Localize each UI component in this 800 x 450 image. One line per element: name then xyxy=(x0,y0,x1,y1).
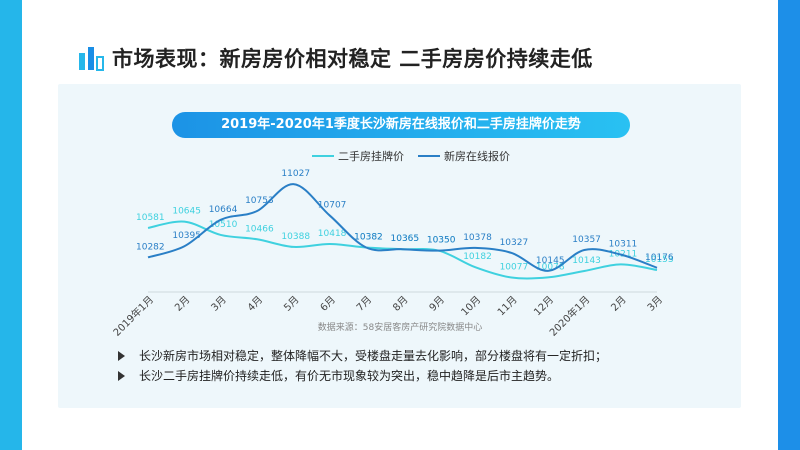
bar-chart-icon xyxy=(79,47,104,71)
data-label: 10176 xyxy=(645,253,674,263)
x-tick-label: 5月 xyxy=(281,294,301,314)
bullet-text: 长沙新房市场相对稳定，整体降幅不大，受楼盘走量去化影响，部分楼盘将有一定折扣； xyxy=(139,349,608,363)
data-label: 10707 xyxy=(318,201,347,211)
data-label: 10418 xyxy=(318,229,347,239)
data-label: 10510 xyxy=(209,220,238,230)
x-tick-label: 11月 xyxy=(495,294,520,319)
series-line-1 xyxy=(147,183,658,272)
legend-swatch-second-hand xyxy=(312,155,334,157)
data-label: 10145 xyxy=(536,256,565,266)
x-tick-label: 12月 xyxy=(531,294,556,319)
legend-label-new-home: 新房在线报价 xyxy=(444,150,510,163)
summary-bullets: 长沙新房市场相对稳定，整体降幅不大，受楼盘走量去化影响，部分楼盘将有一定折扣； … xyxy=(118,346,607,386)
x-tick-label: 2月 xyxy=(172,294,192,314)
data-label: 10645 xyxy=(172,207,201,217)
right-accent-bar xyxy=(778,0,800,450)
bullet-arrow-icon xyxy=(118,351,125,361)
x-tick-label: 4月 xyxy=(245,294,265,314)
x-tick-label: 9月 xyxy=(427,294,447,314)
data-label: 10466 xyxy=(245,224,274,234)
data-label: 10378 xyxy=(463,233,492,243)
x-tick-label: 7月 xyxy=(354,294,374,314)
data-label: 10078 xyxy=(536,262,565,272)
data-label: 10388 xyxy=(281,232,310,242)
data-label: 11027 xyxy=(281,169,310,179)
legend-label-second-hand: 二手房挂牌价 xyxy=(338,150,404,163)
data-label: 10365 xyxy=(391,234,420,244)
chart-panel xyxy=(58,84,741,408)
data-label: 10581 xyxy=(136,213,165,223)
page-header: 市场表现：新房房价相对稳定 二手房房价持续走低 xyxy=(78,38,593,78)
x-tick-label: 3月 xyxy=(645,294,665,314)
bullet-arrow-icon xyxy=(118,371,125,381)
data-label: 10327 xyxy=(500,238,529,248)
left-accent-bar xyxy=(0,0,22,450)
x-tick-label: 10月 xyxy=(459,294,484,319)
data-label: 10143 xyxy=(572,256,601,266)
data-label: 10382 xyxy=(354,233,383,243)
data-label: 10282 xyxy=(136,242,165,252)
bullet-item: 长沙二手房挂牌价持续走低，有价无市现象较为突出，稳中趋降是后市主趋势。 xyxy=(118,366,607,386)
data-label: 10365 xyxy=(391,234,420,244)
legend-item-second-hand: 二手房挂牌价 xyxy=(312,148,404,164)
bullet-text: 长沙二手房挂牌价持续走低，有价无市现象较为突出，稳中趋降是后市主趋势。 xyxy=(139,369,560,383)
page-title: 市场表现：新房房价相对稳定 二手房房价持续走低 xyxy=(112,47,593,71)
data-label: 10357 xyxy=(572,235,601,245)
data-label: 10077 xyxy=(500,263,529,273)
x-tick-label: 3月 xyxy=(209,294,229,314)
data-source-note: 数据来源：58安居客房产研究院数据中心 xyxy=(317,323,483,333)
data-label: 10350 xyxy=(427,236,456,246)
x-tick-label: 2月 xyxy=(609,294,629,314)
data-label: 10664 xyxy=(209,205,238,215)
chart-title: 2019年-2020年1季度长沙新房在线报价和二手房挂牌价走势 xyxy=(172,112,630,138)
x-tick-label: 6月 xyxy=(318,294,338,314)
data-label: 10395 xyxy=(172,231,201,241)
data-label: 10153 xyxy=(645,255,674,265)
data-label: 10753 xyxy=(245,196,274,206)
data-label: 10311 xyxy=(609,240,638,250)
bullet-item: 长沙新房市场相对稳定，整体降幅不大，受楼盘走量去化影响，部分楼盘将有一定折扣； xyxy=(118,346,607,366)
legend-item-new-home: 新房在线报价 xyxy=(418,148,510,164)
x-tick-label: 8月 xyxy=(391,294,411,314)
legend-swatch-new-home xyxy=(418,155,440,157)
data-label: 10350 xyxy=(427,236,456,246)
data-label: 10182 xyxy=(463,252,492,262)
chart-legend: 二手房挂牌价 新房在线报价 xyxy=(312,148,510,164)
data-label: 10382 xyxy=(354,233,383,243)
